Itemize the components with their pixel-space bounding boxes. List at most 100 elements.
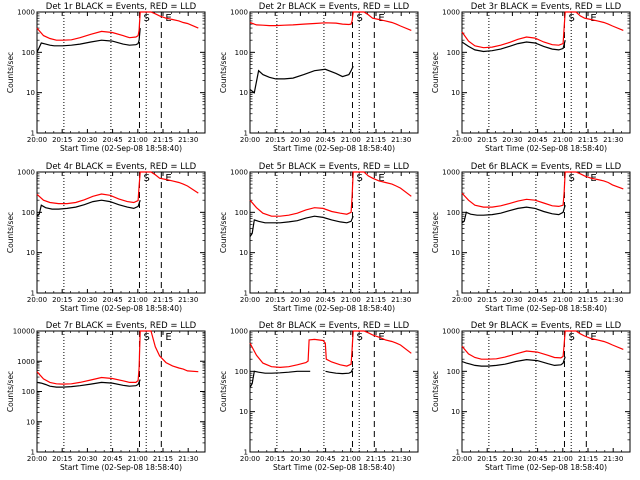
series-lld bbox=[249, 11, 412, 31]
x-tick-label: 20:30 bbox=[502, 296, 522, 304]
x-tick-label: 20:00 bbox=[240, 296, 260, 304]
y-tick-label: 1000 bbox=[230, 9, 248, 17]
start-marker-label: S bbox=[143, 332, 149, 343]
x-tick-label: 21:30 bbox=[391, 136, 411, 144]
panel-5: Det 5r BLACK = Events, RED = LLD 1 10 100 10… bbox=[219, 162, 419, 313]
x-tick-label: 20:30 bbox=[77, 296, 97, 304]
x-tick-label: 21:30 bbox=[178, 455, 198, 463]
y-tick-label: 1000 bbox=[17, 169, 35, 177]
y-tick-label: 100 bbox=[235, 368, 248, 376]
y-tick-label: 1 bbox=[31, 290, 35, 298]
start-marker-label: S bbox=[568, 13, 574, 24]
x-tick-label: 20:00 bbox=[27, 136, 47, 144]
x-tick-label: 21:00 bbox=[553, 296, 573, 304]
x-tick-label: 20:00 bbox=[240, 136, 260, 144]
y-tick-label: 100 bbox=[22, 209, 35, 217]
x-tick-label: 20:45 bbox=[528, 455, 548, 463]
y-tick-label: 100 bbox=[22, 388, 35, 396]
y-tick-label: 1000 bbox=[442, 9, 460, 17]
x-tick-label: 20:30 bbox=[502, 136, 522, 144]
end-marker-label: E bbox=[165, 173, 171, 184]
series-lld bbox=[461, 11, 624, 49]
y-tick-label: 100 bbox=[22, 49, 35, 57]
y-axis-label: Counts/sec bbox=[6, 212, 15, 253]
series-events bbox=[461, 205, 566, 224]
y-axis-label: Counts/sec bbox=[6, 371, 15, 412]
x-tick-label: 20:45 bbox=[316, 455, 336, 463]
series-events bbox=[36, 379, 141, 388]
plot-frame bbox=[249, 171, 419, 294]
series-events bbox=[461, 40, 566, 53]
series-lld bbox=[36, 330, 199, 385]
panel-title: Det 6r BLACK = Events, RED = LLD bbox=[471, 162, 622, 172]
x-tick-label: 21:00 bbox=[128, 455, 148, 463]
x-tick-label: 21:30 bbox=[603, 296, 623, 304]
x-tick-label: 20:45 bbox=[103, 455, 123, 463]
start-marker-label: S bbox=[568, 332, 574, 343]
x-tick-label: 20:15 bbox=[265, 455, 285, 463]
y-tick-label: 100 bbox=[447, 209, 460, 217]
x-tick-label: 21:30 bbox=[391, 296, 411, 304]
y-tick-label: 10 bbox=[451, 408, 460, 416]
x-axis-label: Start Time (02-Sep-08 18:58:40) bbox=[273, 144, 395, 153]
panel-8: Det 8r BLACK = Events, RED = LLD 1 10 100 10… bbox=[219, 321, 419, 472]
y-tick-label: 1 bbox=[244, 290, 248, 298]
y-tick-label: 10 bbox=[239, 249, 248, 257]
x-tick-label: 21:15 bbox=[366, 455, 386, 463]
x-tick-label: 20:00 bbox=[452, 455, 472, 463]
series-events bbox=[249, 367, 354, 388]
x-tick-label: 21:15 bbox=[366, 296, 386, 304]
y-tick-label: 10000 bbox=[13, 328, 35, 336]
y-tick-label: 1000 bbox=[442, 328, 460, 336]
x-tick-label: 21:15 bbox=[578, 296, 598, 304]
end-marker-label: E bbox=[378, 13, 384, 24]
x-tick-label: 21:15 bbox=[153, 136, 173, 144]
x-tick-label: 21:00 bbox=[128, 136, 148, 144]
y-tick-label: 1000 bbox=[442, 169, 460, 177]
x-axis-label: Start Time (02-Sep-08 18:58:40) bbox=[485, 304, 607, 313]
x-tick-label: 20:45 bbox=[528, 136, 548, 144]
x-tick-label: 21:15 bbox=[153, 455, 173, 463]
y-axis-label: Counts/sec bbox=[6, 52, 15, 93]
y-axis-label: Counts/sec bbox=[431, 212, 440, 253]
y-tick-label: 1 bbox=[456, 290, 460, 298]
y-axis-label: Counts/sec bbox=[431, 371, 440, 412]
panel-title: Det 9r BLACK = Events, RED = LLD bbox=[471, 321, 622, 331]
x-axis-label: Start Time (02-Sep-08 18:58:40) bbox=[273, 304, 395, 313]
end-marker-label: E bbox=[378, 173, 384, 184]
panel-7: Det 7r BLACK = Events, RED = LLD 1 10 100 10… bbox=[6, 321, 206, 472]
x-tick-label: 20:30 bbox=[290, 455, 310, 463]
x-tick-label: 21:00 bbox=[553, 455, 573, 463]
x-tick-label: 21:00 bbox=[553, 136, 573, 144]
x-tick-label: 21:15 bbox=[578, 455, 598, 463]
series-lld bbox=[461, 171, 624, 208]
y-tick-label: 10 bbox=[451, 249, 460, 257]
x-tick-label: 20:00 bbox=[452, 296, 472, 304]
series-events bbox=[461, 356, 566, 367]
x-tick-label: 20:15 bbox=[52, 296, 72, 304]
start-marker-label: S bbox=[356, 173, 362, 184]
x-axis-label: Start Time (02-Sep-08 18:58:40) bbox=[485, 463, 607, 472]
x-tick-label: 21:15 bbox=[366, 136, 386, 144]
series-lld bbox=[36, 11, 199, 41]
y-tick-label: 1000 bbox=[17, 9, 35, 17]
panel-title: Det 7r BLACK = Events, RED = LLD bbox=[46, 321, 197, 331]
y-tick-label: 100 bbox=[447, 368, 460, 376]
panel-1: Det 1r BLACK = Events, RED = LLD 1 10 100 10… bbox=[6, 2, 206, 153]
y-tick-label: 1000 bbox=[230, 328, 248, 336]
plot-frame bbox=[249, 330, 419, 453]
panel-title: Det 5r BLACK = Events, RED = LLD bbox=[259, 162, 410, 172]
y-tick-label: 10 bbox=[26, 89, 35, 97]
panel-6: Det 6r BLACK = Events, RED = LLD 1 10 100 10… bbox=[431, 162, 631, 313]
y-tick-label: 1 bbox=[244, 449, 248, 457]
panel-title: Det 8r BLACK = Events, RED = LLD bbox=[259, 321, 410, 331]
start-marker-label: S bbox=[143, 173, 149, 184]
y-tick-label: 100 bbox=[235, 49, 248, 57]
plot-frame bbox=[461, 11, 631, 134]
x-tick-label: 20:30 bbox=[290, 136, 310, 144]
plot-frame bbox=[461, 330, 631, 453]
y-tick-label: 1000 bbox=[17, 358, 35, 366]
x-tick-label: 21:15 bbox=[153, 296, 173, 304]
series-events bbox=[36, 199, 141, 217]
series-events bbox=[249, 66, 354, 94]
